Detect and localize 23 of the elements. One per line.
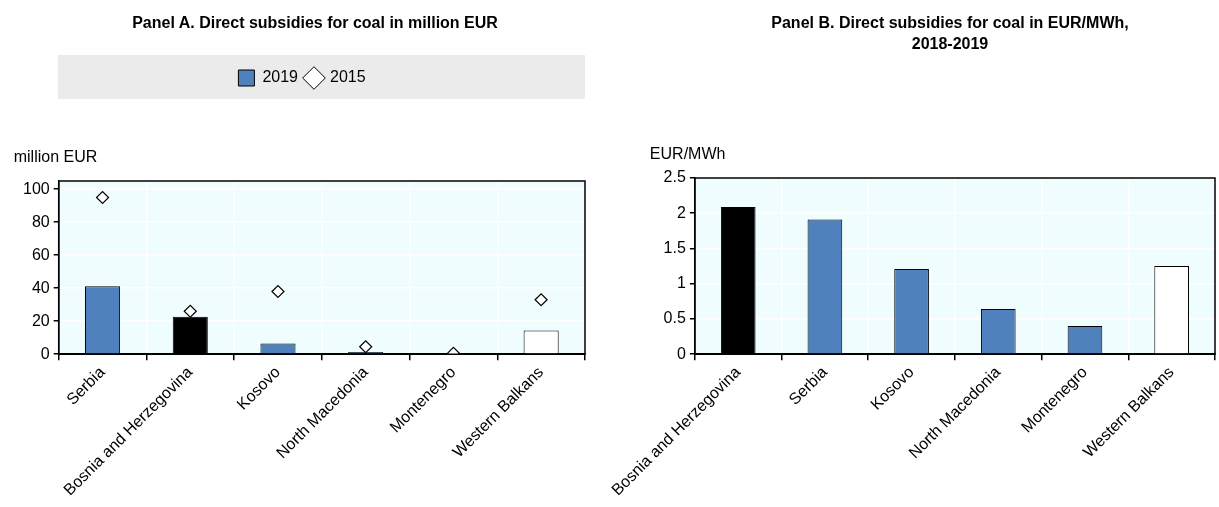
y-tick-label: 20	[31, 311, 50, 329]
point	[183, 304, 197, 318]
point	[271, 284, 285, 299]
y-tick-label: 0	[40, 344, 50, 362]
y-axis-title: EUR/MWh	[649, 145, 726, 163]
y-axis-title: million EUR	[13, 148, 98, 166]
y-tick-label: 2	[676, 203, 686, 221]
legend-label: 2015	[330, 68, 366, 86]
point	[534, 293, 548, 307]
y-tick-label: 0.5	[663, 309, 686, 327]
chart-title: Panel A. Direct subsidies for coal in million EUR	[132, 14, 499, 32]
point	[359, 340, 373, 354]
y-tick-label: 1	[676, 274, 686, 292]
y-tick-label: 60	[31, 245, 50, 263]
y-tick-label: 0	[676, 344, 686, 362]
y-tick-label: 100	[22, 179, 50, 197]
y-tick-label: 40	[31, 278, 50, 296]
y-tick-label: 80	[31, 212, 50, 230]
y-tick-label: 1.5	[663, 238, 686, 256]
point	[95, 190, 110, 205]
legend-label: 2019	[262, 68, 299, 86]
chart-title: Panel B. Direct subsidies for coal in EUR/MWh, 2018-2019	[771, 14, 1129, 53]
y-tick-label: 2.5	[663, 168, 686, 186]
